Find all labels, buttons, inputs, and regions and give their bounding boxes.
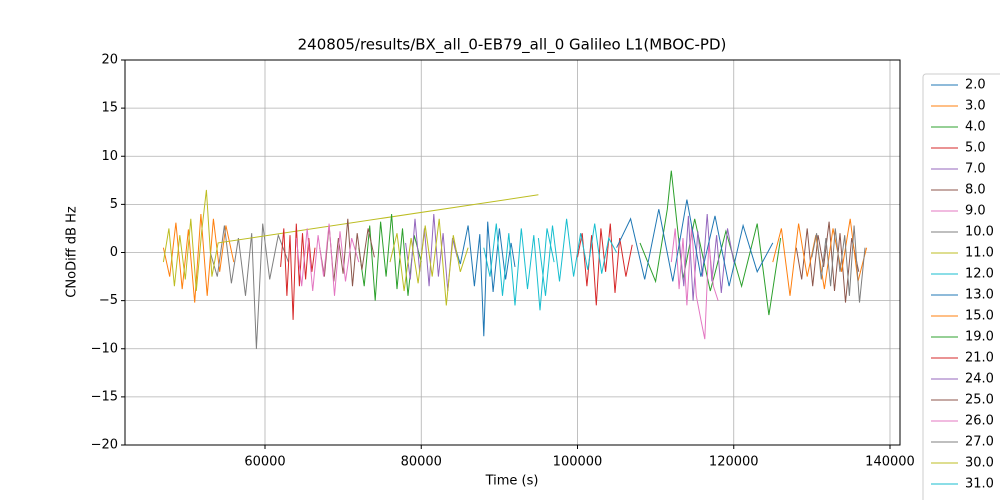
legend-label: 7.0 — [965, 162, 986, 177]
legend-label: 5.0 — [965, 141, 986, 156]
series-line — [452, 221, 516, 337]
y-tick-label: −10 — [91, 341, 118, 356]
legend-label: 2.0 — [965, 78, 986, 93]
legend-label: 13.0 — [965, 288, 994, 303]
series-line — [162, 189, 539, 292]
series-line — [295, 223, 360, 296]
series-line — [483, 223, 555, 311]
x-tick-label: 80000 — [401, 455, 442, 470]
series-line — [670, 225, 719, 340]
series-line — [772, 218, 868, 296]
legend-label: 15.0 — [965, 309, 994, 324]
y-tick-label: −20 — [91, 438, 118, 453]
legend-label: 12.0 — [965, 267, 994, 282]
x-tick-label: 60000 — [244, 455, 285, 470]
y-axis-label: CNoDiff dB Hz — [65, 206, 80, 298]
legend-label: 3.0 — [965, 99, 986, 114]
legend-label: 31.0 — [965, 477, 994, 492]
legend-label: 10.0 — [965, 225, 994, 240]
series-line — [162, 213, 235, 303]
y-tick-label: 20 — [101, 53, 118, 68]
y-tick-label: 0 — [110, 245, 118, 260]
legend-label: 19.0 — [965, 330, 994, 345]
legend-label: 30.0 — [965, 456, 994, 471]
series-line — [280, 223, 316, 320]
series-line — [616, 199, 774, 287]
series-line — [678, 213, 735, 301]
series-line — [209, 223, 289, 349]
chart-title: 240805/results/BX_all_0-EB79_all_0 Galil… — [298, 36, 727, 55]
legend-box — [922, 73, 1000, 500]
series-line — [358, 213, 422, 301]
series-line — [639, 170, 782, 316]
legend-label: 21.0 — [965, 351, 994, 366]
x-tick-label: 100000 — [553, 455, 603, 470]
y-tick-label: −5 — [99, 293, 118, 308]
x-tick-label: 120000 — [709, 455, 759, 470]
x-axis-label: Time (s) — [485, 474, 539, 489]
legend-label: 8.0 — [965, 183, 986, 198]
y-tick-label: −15 — [91, 389, 118, 404]
plot-frame — [124, 59, 901, 446]
series-line — [811, 225, 866, 303]
legend-label: 26.0 — [965, 414, 994, 429]
legend-label: 24.0 — [965, 372, 994, 387]
legend-label: 9.0 — [965, 204, 986, 219]
series-line — [577, 223, 633, 306]
y-tick-label: 10 — [101, 149, 118, 164]
legend-label: 4.0 — [965, 120, 986, 135]
y-tick-label: 5 — [110, 197, 118, 212]
y-tick-label: 15 — [101, 101, 118, 116]
series-line — [389, 218, 469, 306]
legend-label: 11.0 — [965, 246, 994, 261]
x-tick-label: 140000 — [865, 455, 915, 470]
legend: 2.0 3.0 4.0 5.0 7.0 8.0 9.0 10.0 11.0 12.0 13.0 15.… — [922, 73, 1000, 500]
legend-label: 27.0 — [965, 435, 994, 450]
series-line — [537, 218, 618, 296]
legend-label: 25.0 — [965, 393, 994, 408]
